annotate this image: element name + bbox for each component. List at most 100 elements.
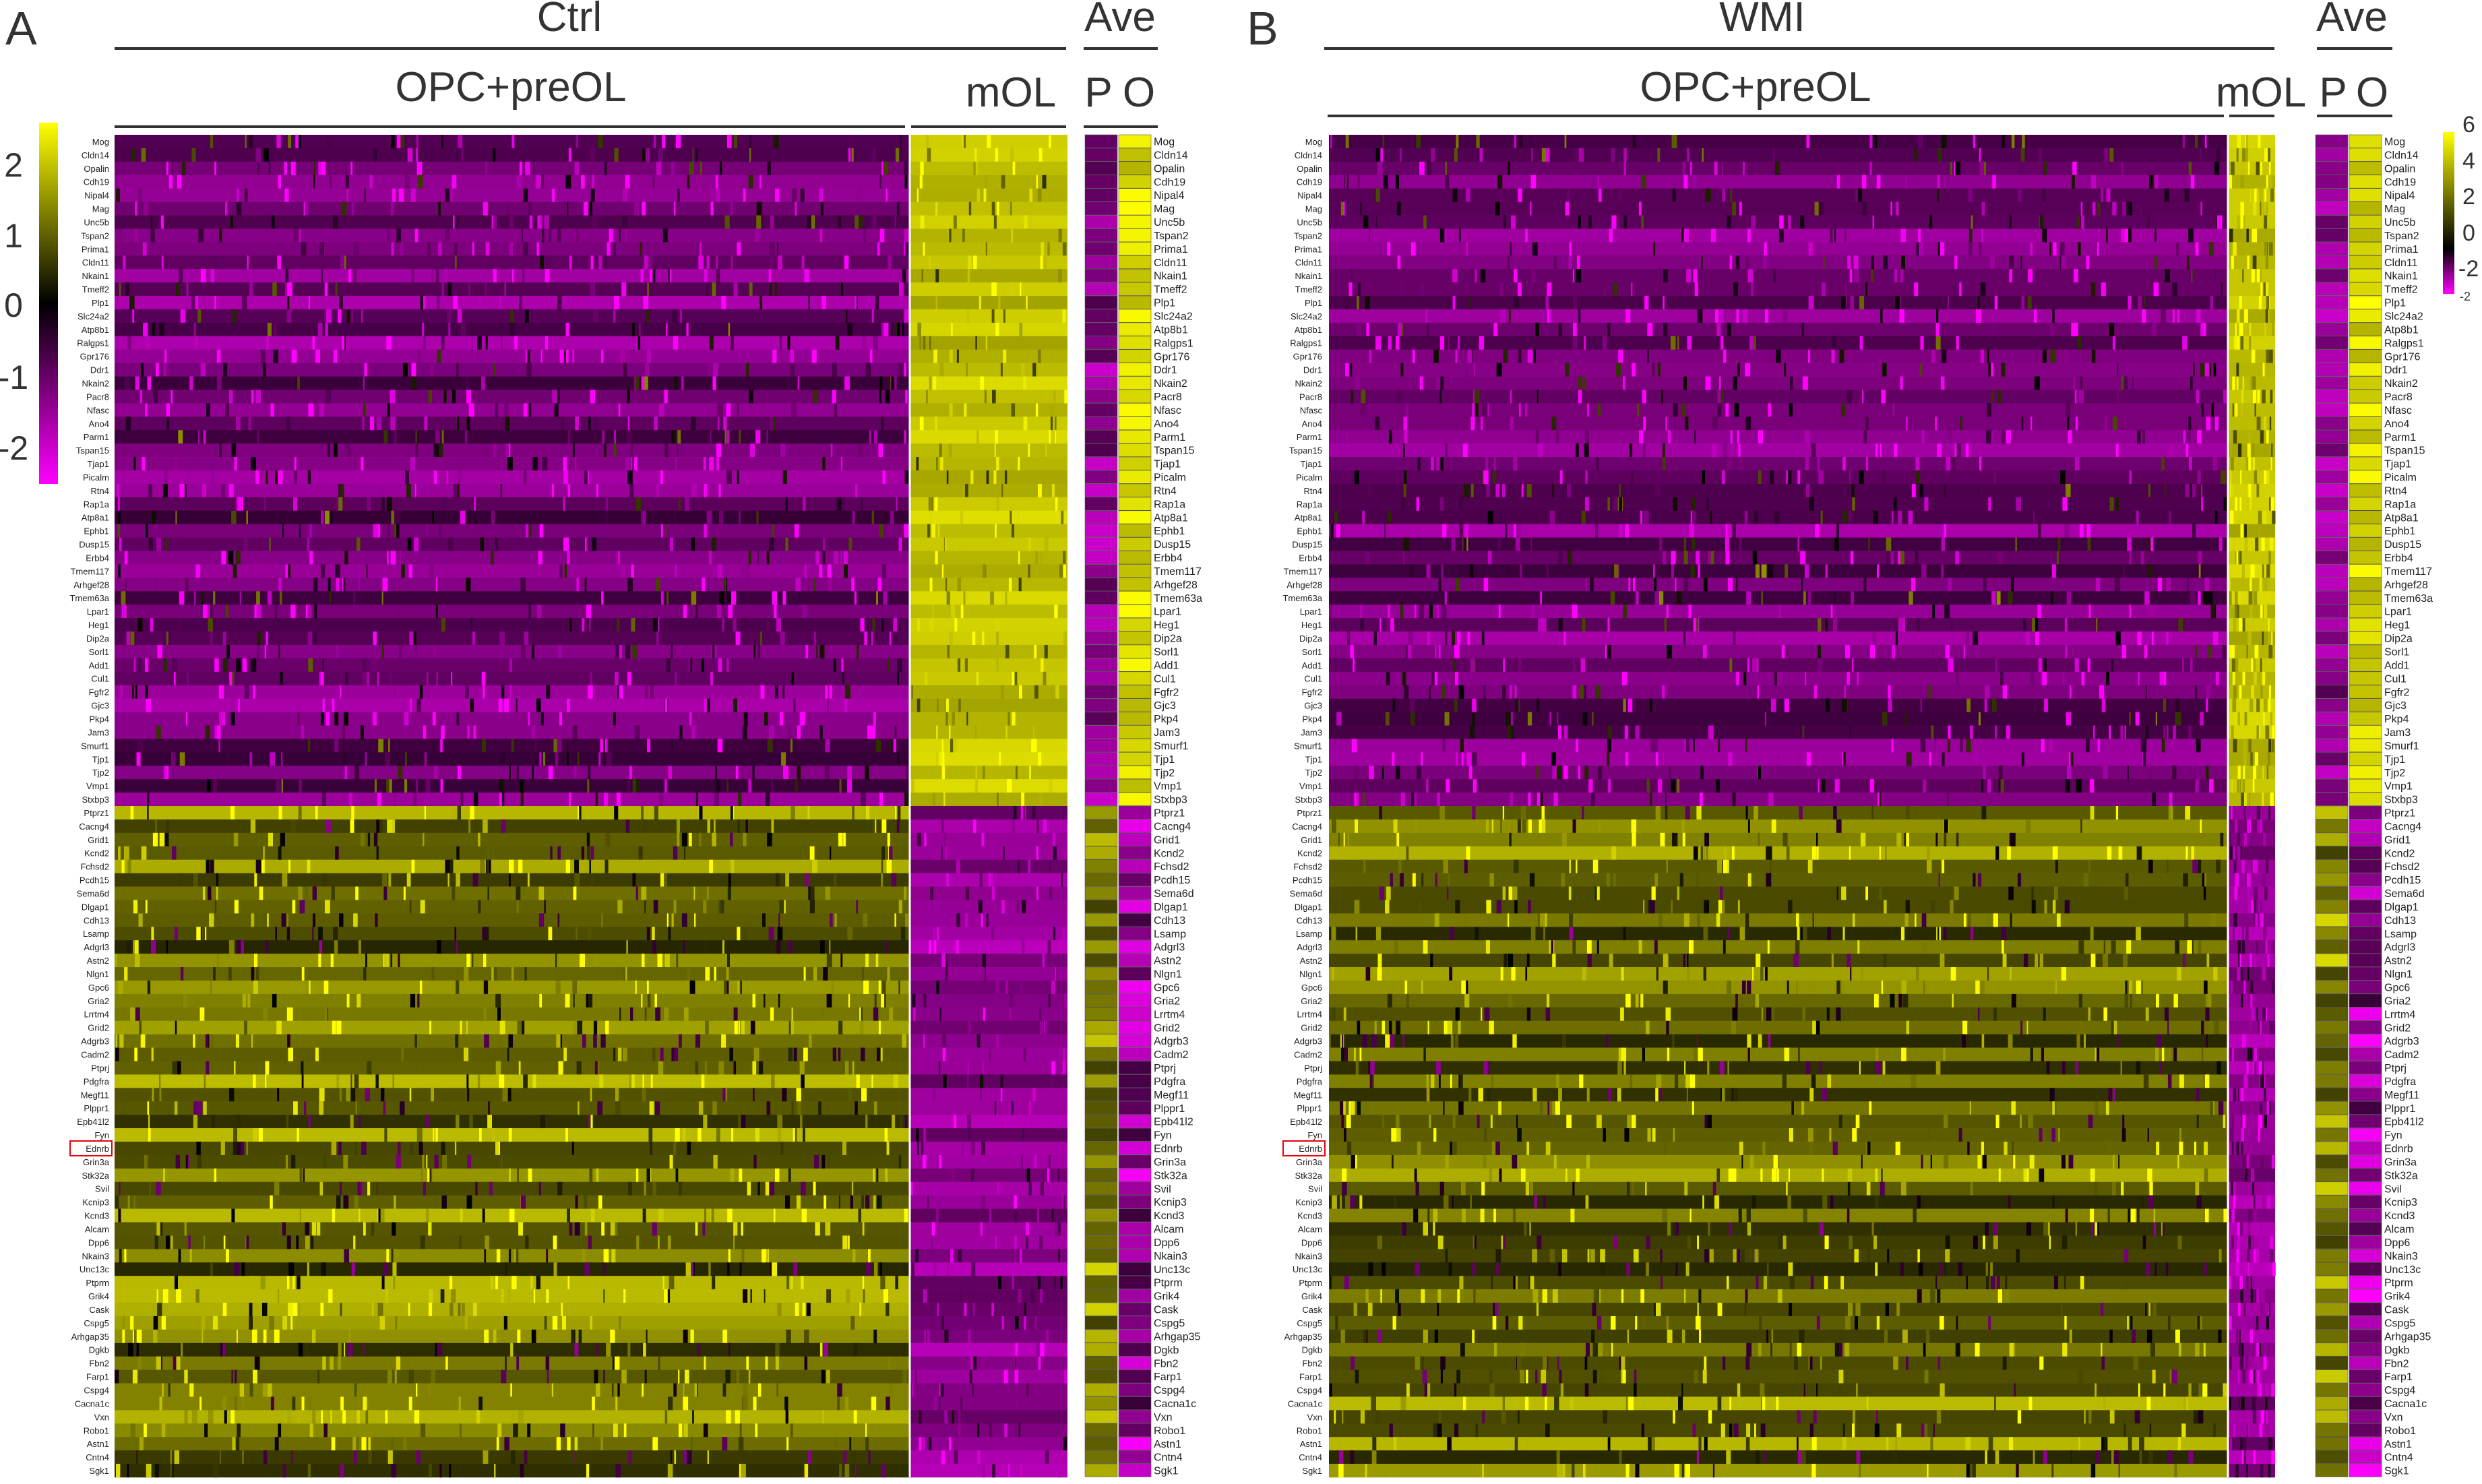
panel-a-heatmap-cell bbox=[844, 376, 850, 390]
panel-a-heatmap-row-mol-dgkb bbox=[910, 1342, 1067, 1357]
panel-a-gene-label-left: Ednrb bbox=[86, 1144, 109, 1154]
panel-a-heatmap-cell bbox=[286, 1235, 291, 1249]
panel-a-heatmap-cell bbox=[1013, 161, 1018, 176]
panel-b-heatmap-cell bbox=[2231, 255, 2234, 270]
panel-a-heatmap-cell bbox=[833, 658, 836, 673]
panel-a-gene-label-right: Fbn2 bbox=[1154, 1358, 1179, 1369]
panel-a-ave-p-farp1 bbox=[1084, 1369, 1118, 1384]
panel-b-heatmap-cell bbox=[2076, 390, 2078, 404]
panel-a-heatmap-cell bbox=[984, 390, 987, 404]
panel-a-heatmap-cell bbox=[623, 967, 626, 981]
panel-b-heatmap-cell bbox=[2129, 551, 2132, 565]
panel-b-heatmap-cell bbox=[1360, 202, 1362, 216]
panel-b-heatmap-cell bbox=[1637, 403, 1640, 417]
panel-a-heatmap-cell bbox=[765, 1356, 768, 1370]
panel-b-heatmap-cell bbox=[2236, 376, 2239, 390]
panel-a-heatmap-cell bbox=[596, 1342, 598, 1357]
panel-b-heatmap-cell bbox=[1730, 188, 1733, 202]
panel-a-heatmap-cell bbox=[588, 993, 593, 1008]
panel-b-heatmap-cell bbox=[1736, 309, 1739, 323]
panel-a-heatmap-cell bbox=[633, 202, 640, 216]
panel-a-gene-label-left: Gjc3 bbox=[91, 701, 109, 711]
panel-b-heatmap-cell bbox=[1849, 269, 1853, 283]
panel-a-heatmap-cell bbox=[309, 551, 313, 565]
panel-a-heatmap-row-mol-grid2 bbox=[910, 1020, 1067, 1034]
panel-a-heatmap-cell bbox=[130, 1007, 135, 1022]
panel-b-heatmap-cell bbox=[1619, 483, 1621, 498]
panel-b-heatmap-row-opc-ddr1 bbox=[1329, 363, 2228, 377]
panel-a-heatmap-row-mol-pdgfra bbox=[910, 1074, 1067, 1088]
panel-a-heatmap-cell bbox=[810, 886, 815, 900]
panel-b-heatmap-cell bbox=[1466, 188, 1470, 202]
panel-a-heatmap-cell bbox=[1063, 631, 1067, 646]
panel-a-heatmap-cell bbox=[706, 255, 710, 270]
panel-a-heatmap-cell bbox=[624, 967, 627, 981]
panel-a-heatmap-cell bbox=[724, 430, 727, 444]
panel-a-heatmap-cell bbox=[950, 739, 954, 753]
panel-a-heatmap-row-mol-gjc3 bbox=[910, 698, 1067, 712]
panel-b-heatmap-cell bbox=[2126, 202, 2130, 216]
panel-a-heatmap-cell bbox=[928, 255, 931, 270]
panel-a-heatmap-cell bbox=[935, 551, 938, 565]
panel-b-ave-o-dusp15 bbox=[2349, 537, 2382, 551]
panel-a-heatmap-cell bbox=[534, 1061, 538, 1075]
panel-a-heatmap-cell bbox=[884, 1128, 888, 1142]
panel-a-heatmap-cell bbox=[133, 457, 136, 471]
panel-a-heatmap-cell bbox=[852, 806, 855, 820]
panel-a-gene-label-left: Ano4 bbox=[89, 419, 109, 429]
panel-a-heatmap-row-opc-sgk1 bbox=[115, 1464, 910, 1478]
panel-a-heatmap-cell bbox=[203, 1101, 207, 1115]
panel-a-heatmap-cell bbox=[1040, 255, 1043, 270]
panel-b-gene-label-left: Picalm bbox=[1296, 472, 1322, 483]
panel-a-heatmap-cell bbox=[834, 403, 837, 417]
panel-a-heatmap-cell bbox=[160, 215, 164, 229]
panel-a-heatmap-cell bbox=[325, 819, 331, 834]
panel-b-heatmap-cell bbox=[2144, 296, 2146, 310]
panel-a-heatmap-cell bbox=[843, 832, 846, 847]
panel-b-heatmap-cell bbox=[2105, 188, 2109, 202]
panel-a-heatmap-cell bbox=[742, 1396, 748, 1411]
panel-a-heatmap-row-mol-ddr1 bbox=[910, 363, 1067, 377]
panel-b-heatmap-cell bbox=[2256, 269, 2260, 283]
panel-a-heatmap-row-opc-fbn2 bbox=[115, 1356, 910, 1370]
panel-a-gene-label-left: Alcam bbox=[85, 1225, 109, 1235]
panel-a-heatmap-cell bbox=[156, 725, 161, 739]
panel-a-heatmap-cell bbox=[683, 1423, 688, 1437]
panel-a-heatmap-cell bbox=[795, 524, 799, 538]
panel-a-heatmap-cell bbox=[797, 1101, 801, 1115]
panel-a-heatmap-cell bbox=[380, 1088, 385, 1102]
panel-a-heatmap-cell bbox=[574, 1437, 578, 1451]
panel-a-ave-o-tjap1 bbox=[1118, 456, 1152, 470]
panel-a-heatmap-cell bbox=[793, 1047, 797, 1061]
panel-a-heatmap-cell bbox=[285, 269, 289, 283]
panel-b-heatmap-cell bbox=[2235, 269, 2238, 283]
panel-a-heatmap-row-mol-epb41l2 bbox=[910, 1115, 1067, 1129]
panel-b-heatmap-cell bbox=[1901, 255, 1905, 270]
panel-a-heatmap-cell bbox=[993, 215, 997, 229]
panel-a-heatmap-cell bbox=[894, 376, 897, 390]
panel-a-heatmap-row-opc-dip2a bbox=[115, 631, 910, 646]
panel-b-heatmap-cell bbox=[1977, 296, 1981, 310]
panel-a-heatmap-cell bbox=[856, 188, 862, 202]
panel-a-heatmap-cell bbox=[834, 1437, 838, 1451]
panel-a-heatmap-cell bbox=[236, 497, 238, 512]
panel-a-heatmap-cell bbox=[330, 510, 333, 524]
panel-a-heatmap-cell bbox=[486, 927, 489, 941]
panel-a-heatmap-cell bbox=[787, 336, 790, 350]
panel-b-heatmap-cell bbox=[2206, 416, 2211, 431]
panel-b-heatmap-cell bbox=[1993, 470, 1996, 485]
panel-a-heatmap-cell bbox=[950, 1249, 954, 1263]
panel-b-heatmap-cell bbox=[1797, 470, 1801, 485]
panel-b-heatmap-cell bbox=[1618, 349, 1623, 363]
panel-a-heatmap-cell bbox=[895, 806, 897, 820]
panel-b-heatmap-cell bbox=[2245, 457, 2249, 471]
panel-b-heatmap-cell bbox=[1894, 497, 1897, 512]
panel-a-heatmap-cell bbox=[623, 188, 627, 202]
panel-b-heatmap-cell bbox=[1935, 336, 1941, 350]
panel-a-heatmap-cell bbox=[842, 1450, 847, 1464]
panel-b-heatmap-cell bbox=[1742, 161, 1745, 176]
panel-a-heatmap-cell bbox=[355, 1101, 357, 1115]
panel-a-heatmap-cell bbox=[684, 846, 685, 860]
panel-a-heatmap-cell bbox=[481, 671, 486, 686]
panel-b-heatmap-row-opc-nkain2 bbox=[1329, 376, 2228, 390]
